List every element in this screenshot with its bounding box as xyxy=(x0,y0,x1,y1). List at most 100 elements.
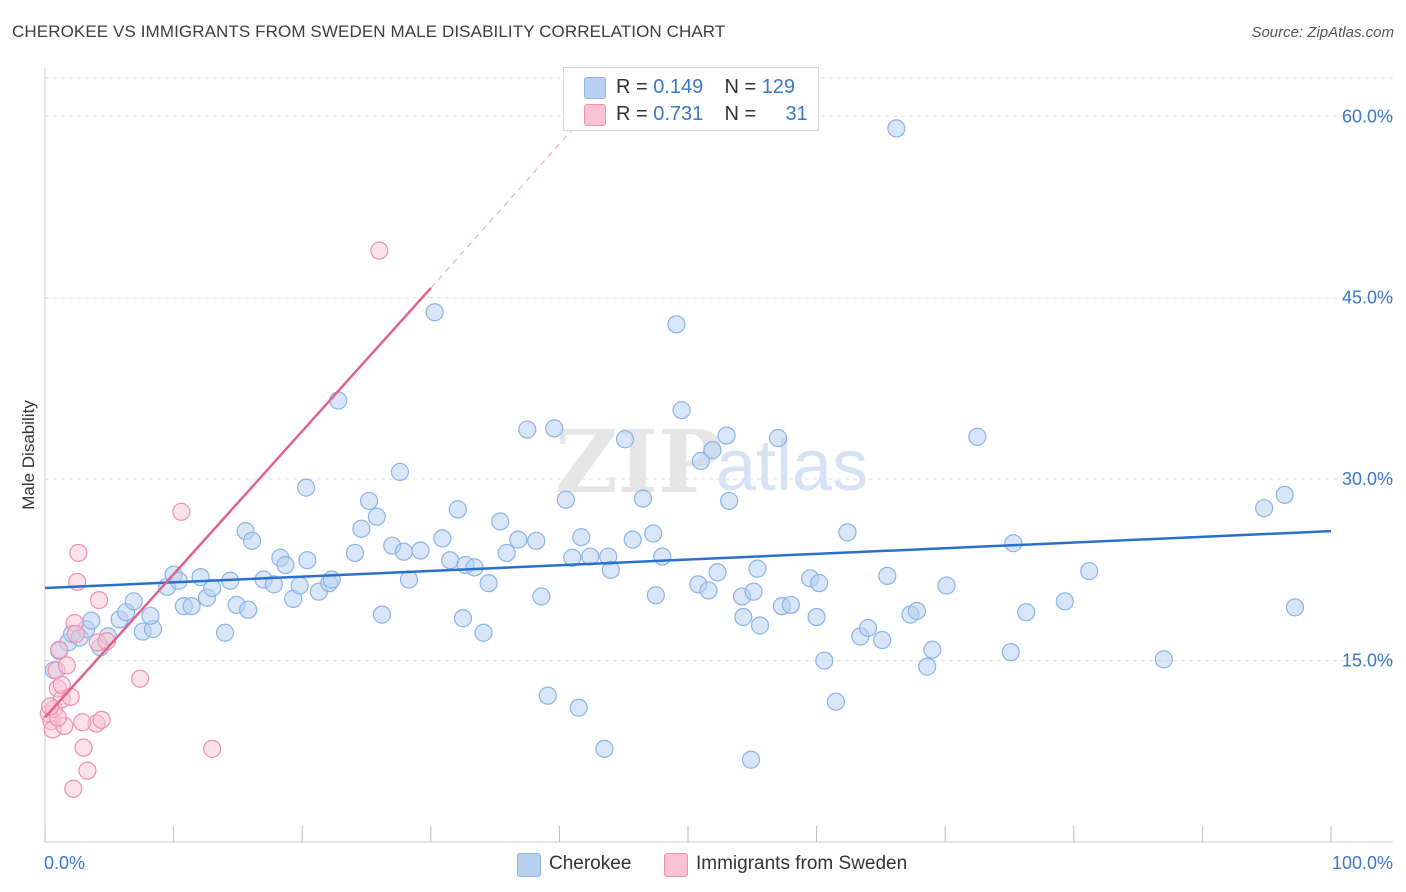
cherokee-point xyxy=(545,419,564,438)
cherokee-point xyxy=(1001,643,1020,662)
cherokee-point xyxy=(453,609,473,628)
cherokee-point xyxy=(691,451,710,471)
y-tick-label: 45.0% xyxy=(1342,288,1393,308)
cherokee-point xyxy=(215,623,235,642)
legend-r-value-sweden: 0.731 xyxy=(653,103,704,125)
source-credit: Source: ZipAtlas.com xyxy=(1251,24,1394,41)
series-legend: Cherokee Immigrants from Sweden xyxy=(0,852,1406,878)
series-sweden-points xyxy=(39,241,389,798)
cherokee-point xyxy=(264,575,284,594)
cherokee-point xyxy=(276,555,295,575)
cherokee-point xyxy=(372,605,392,624)
cherokee-point xyxy=(807,607,826,627)
cherokee-point xyxy=(1055,592,1074,611)
cherokee-point xyxy=(1080,561,1099,581)
cherokee-point xyxy=(1004,534,1023,553)
cherokee-trend-line xyxy=(44,529,1332,590)
cherokee-point xyxy=(563,548,582,567)
sweden-point xyxy=(73,713,92,732)
tick-labels: 15.0% 30.0% 45.0% 60.0% 0.0% 100.0% xyxy=(44,106,1393,873)
sweden-point xyxy=(78,761,97,780)
cherokee-point xyxy=(141,606,160,625)
legend-n-value-cherokee: 129 xyxy=(761,76,796,98)
cherokee-point xyxy=(556,490,575,509)
cherokee-point xyxy=(858,618,878,638)
sweden-point xyxy=(203,739,222,758)
cherokee-point xyxy=(242,531,262,550)
cherokee-point xyxy=(1154,650,1173,669)
cherokee-point xyxy=(433,529,452,548)
cherokee-point xyxy=(810,574,829,593)
legend-r-value-cherokee: 0.149 xyxy=(653,76,704,98)
sweden-point xyxy=(92,710,111,729)
cherokee-point xyxy=(465,558,484,577)
cherokee-point xyxy=(411,541,430,560)
cherokee-point xyxy=(1275,485,1294,504)
cherokee-point xyxy=(646,586,665,605)
legend-n-value-sweden: 31 xyxy=(785,103,808,125)
cherokee-point xyxy=(182,597,201,616)
cherokee-point xyxy=(509,530,528,549)
watermark-atlas: atlas xyxy=(716,426,868,506)
y-axis-label: Male Disability xyxy=(19,400,38,510)
cherokee-point xyxy=(329,391,348,410)
sweden-point xyxy=(89,590,109,610)
cherokee-point xyxy=(653,547,672,566)
cherokee-point xyxy=(826,692,845,711)
cherokee-point xyxy=(768,428,788,448)
sweden-point xyxy=(66,624,85,644)
cherokee-swatch xyxy=(584,77,606,99)
sweden-point xyxy=(57,656,76,675)
cherokee-point xyxy=(744,582,763,601)
cherokee-point xyxy=(918,657,937,676)
cherokee-point xyxy=(815,651,834,670)
cherokee-point xyxy=(532,587,551,606)
legend-label-cherokee: Cherokee xyxy=(549,853,632,874)
cherokee-point xyxy=(878,566,897,586)
cherokee-point xyxy=(82,611,101,630)
cherokee-point xyxy=(394,542,413,561)
sweden-trend-extension xyxy=(430,114,586,289)
cherokee-point xyxy=(672,401,691,420)
cherokee-point xyxy=(474,623,493,642)
trend-lines xyxy=(44,114,1332,719)
cherokee-point xyxy=(399,570,419,589)
sweden-point xyxy=(370,241,389,260)
cherokee-point xyxy=(734,607,753,627)
cherokee-point xyxy=(518,420,537,439)
cherokee-point xyxy=(838,523,857,542)
cherokee-point xyxy=(448,500,467,519)
cherokee-point xyxy=(359,491,379,511)
y-tick-label: 15.0% xyxy=(1342,651,1393,671)
cherokee-point xyxy=(345,543,365,563)
cherokee-point xyxy=(615,430,635,449)
cherokee-point xyxy=(717,426,736,445)
cherokee-point xyxy=(923,640,942,659)
sweden-point xyxy=(69,543,88,563)
cherokee-point xyxy=(569,698,588,717)
cherokee-point xyxy=(425,303,444,322)
cherokee-point xyxy=(296,478,316,497)
cherokee-point xyxy=(1255,499,1274,518)
sweden-point xyxy=(50,640,69,659)
sweden-swatch xyxy=(584,104,606,126)
cherokee-point xyxy=(887,119,906,138)
legend-r-label: R = xyxy=(616,76,648,98)
cherokee-point xyxy=(322,570,341,589)
cherokee-point xyxy=(667,315,686,334)
cherokee-point xyxy=(968,427,987,446)
cherokee-point xyxy=(1285,598,1305,617)
cherokee-point xyxy=(720,491,739,511)
cherokee-point xyxy=(644,524,663,543)
sweden-point xyxy=(52,675,71,694)
cherokee-point xyxy=(527,531,546,550)
cherokee-point xyxy=(601,560,620,579)
sweden-point xyxy=(64,779,83,798)
cherokee-point xyxy=(572,528,591,547)
cherokee-point xyxy=(595,739,614,758)
cherokee-point xyxy=(440,551,460,570)
legend-n-label: N = xyxy=(724,103,757,125)
cherokee-point xyxy=(741,750,761,769)
cherokee-point xyxy=(298,551,317,570)
